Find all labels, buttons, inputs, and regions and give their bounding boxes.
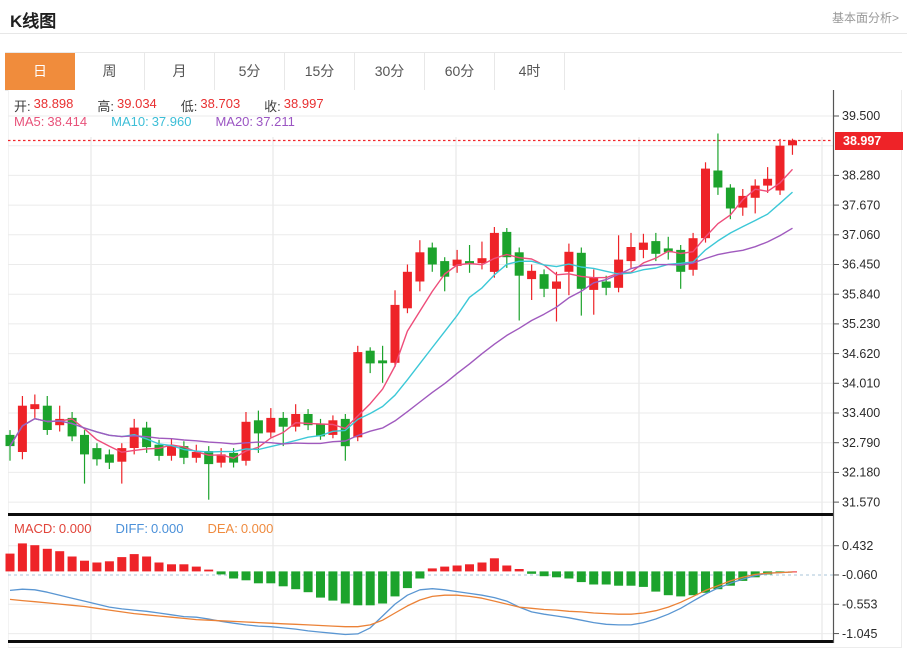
macd-diff: DIFF: 0.000 — [115, 521, 183, 536]
value: 0.000 — [150, 521, 184, 536]
tab-month[interactable]: 月 — [145, 53, 215, 90]
chart-card — [8, 90, 902, 648]
ohlc-low: 低: 38.703 — [181, 96, 240, 115]
tab-30min[interactable]: 30分 — [355, 53, 425, 90]
ohlc-high: 高: 39.034 — [97, 96, 156, 115]
period-tab-bar: 日周月 5分 15分 30分 60分 4时 — [5, 52, 902, 91]
macd-readout-row: MACD: 0.000 DIFF: 0.000 DEA: 0.000 — [14, 521, 297, 536]
value: 37.960 — [151, 114, 192, 129]
value: 0.000 — [58, 521, 92, 536]
page-title: K线图 — [10, 12, 57, 31]
label: MA20: — [215, 114, 254, 129]
ma-ma20: MA20: 37.211 — [215, 114, 294, 129]
ohlc-open: 开: 38.898 — [14, 96, 73, 115]
tab-week[interactable]: 周 — [75, 53, 145, 90]
label: 高: — [97, 99, 115, 114]
value: 38.997 — [283, 96, 324, 111]
value: 38.414 — [47, 114, 88, 129]
macd-macd: MACD: 0.000 — [14, 521, 91, 536]
last-price-badge: 38.997 — [835, 132, 903, 150]
label: 开: — [14, 99, 31, 114]
label: MA5: — [14, 114, 45, 129]
fundamental-analysis-link[interactable]: 基本面分析> — [831, 11, 899, 25]
macd-dea: DEA: 0.000 — [207, 521, 273, 536]
label: MA10: — [111, 114, 149, 129]
tab-day[interactable]: 日 — [5, 53, 75, 90]
tab-5min[interactable]: 5分 — [215, 53, 285, 90]
label: 低: — [180, 99, 198, 114]
header-divider — [0, 33, 907, 34]
value: 38.898 — [33, 96, 74, 111]
value: 38.703 — [200, 96, 241, 111]
tab-15min[interactable]: 15分 — [285, 53, 355, 90]
tab-4hour[interactable]: 4时 — [495, 53, 565, 90]
value: 0.000 — [240, 521, 274, 536]
label: DEA: — [207, 521, 238, 536]
ma-ma5: MA5: 38.414 — [14, 114, 87, 129]
label: MACD: — [14, 521, 56, 536]
value: 39.034 — [117, 96, 157, 111]
tab-60min[interactable]: 60分 — [425, 53, 495, 90]
ma-readout-row: MA5: 38.414 MA10: 37.960 MA20: 37.211 — [14, 114, 319, 129]
label: DIFF: — [115, 521, 148, 536]
ohlc-readout-row: 开: 38.898 高: 39.034 低: 38.703 收: 38.997 — [14, 96, 348, 115]
ma-ma10: MA10: 37.960 — [111, 114, 191, 129]
label: 收: — [264, 99, 281, 114]
ohlc-close: 收: 38.997 — [264, 96, 323, 115]
value: 37.211 — [256, 114, 295, 129]
